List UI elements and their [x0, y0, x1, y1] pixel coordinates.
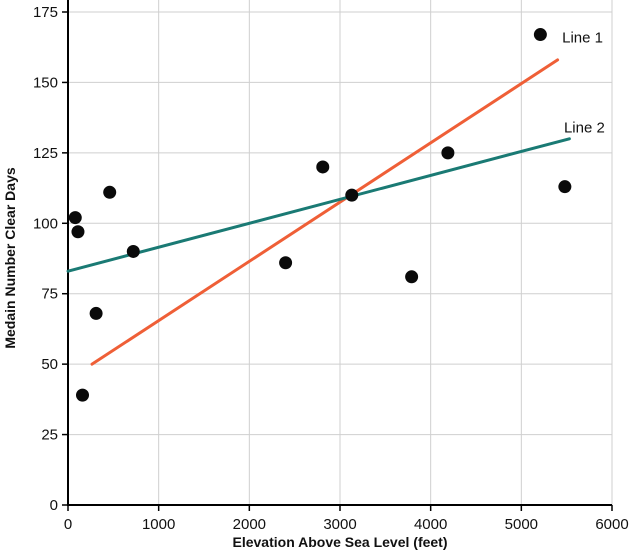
- data-point: [126, 244, 140, 258]
- x-axis-title: Elevation Above Sea Level (feet): [233, 534, 448, 550]
- data-point: [76, 388, 90, 402]
- x-tick-label: 0: [64, 516, 72, 533]
- y-tick-label: 150: [33, 74, 58, 91]
- x-tick-label: 6000: [595, 516, 628, 533]
- series-layer: Line 1 Line 2: [66, 28, 605, 402]
- axes-layer: 0 1000 2000 3000 4000 5000 6000 0 25 50 75 100 125 15…: [33, 0, 629, 533]
- data-point: [71, 225, 85, 239]
- grid-layer: [68, 0, 613, 505]
- y-axis-title: Medain Number Clear Days: [2, 167, 18, 348]
- x-tick-label: 2000: [233, 516, 266, 533]
- y-tick-label: 100: [33, 215, 58, 232]
- data-point: [103, 185, 117, 199]
- y-tick-label: 25: [41, 427, 58, 444]
- x-tick-label: 3000: [323, 516, 356, 533]
- y-tick-label: 50: [41, 356, 58, 373]
- line-label: Line 2: [564, 120, 605, 137]
- x-tick-label: 5000: [505, 516, 538, 533]
- trend-line-1: [90, 58, 560, 366]
- data-point: [405, 270, 419, 284]
- x-tick-label: 1000: [142, 516, 175, 533]
- y-tick-label: 125: [33, 145, 58, 162]
- y-tick-label: 0: [50, 497, 58, 514]
- data-point: [345, 188, 359, 202]
- data-point: [558, 180, 572, 194]
- y-tick-label: 175: [33, 4, 58, 21]
- y-tick-label: 75: [41, 286, 58, 303]
- line-label: Line 1: [562, 29, 603, 46]
- data-point: [89, 306, 103, 320]
- data-point: [68, 211, 82, 225]
- data-point: [533, 28, 547, 42]
- data-point: [279, 256, 293, 270]
- data-point: [316, 160, 330, 174]
- trend-line-2: [66, 137, 571, 273]
- data-point: [441, 146, 455, 160]
- x-tick-label: 4000: [414, 516, 447, 533]
